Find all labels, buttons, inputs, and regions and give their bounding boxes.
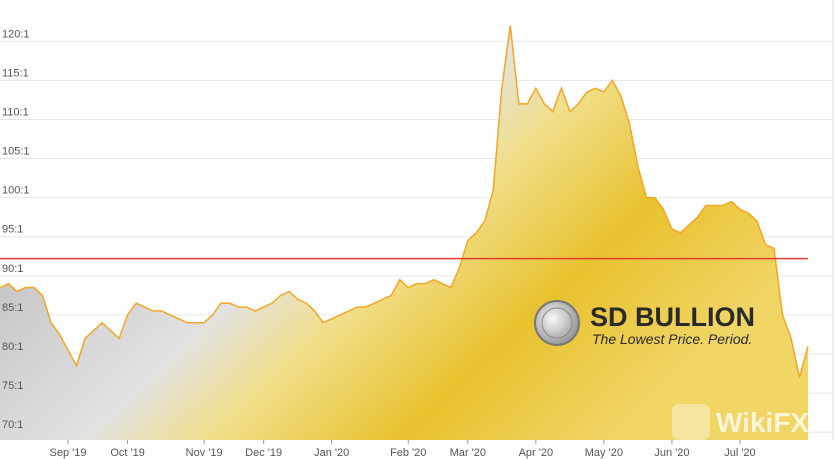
y-tick-label: 120:1	[2, 28, 30, 40]
x-axis: 70:1 75:1 80:1 85:1 90:1 95:1 100:1 105:1 110:1 1…	[2, 28, 756, 459]
x-tick-label: Mar '20	[450, 447, 486, 459]
x-tick-label: Jan '20	[314, 447, 349, 459]
y-tick-label: 90:1	[2, 263, 23, 275]
coin-icon	[534, 300, 580, 346]
y-tick-label: 95:1	[2, 224, 23, 236]
x-tick-label: Nov '19	[186, 447, 223, 459]
plot	[0, 25, 809, 441]
y-tick-label: 70:1	[2, 419, 23, 431]
area-fill	[0, 25, 808, 441]
x-tick-label: Sep '19	[50, 447, 87, 459]
coin-ring	[541, 307, 573, 339]
brand-tagline: The Lowest Price. Period.	[592, 331, 752, 347]
x-tick-label: May '20	[585, 447, 623, 459]
x-tick-label: Feb '20	[390, 447, 426, 459]
y-tick-label: 115:1	[2, 67, 29, 79]
y-tick-label: 100:1	[2, 185, 30, 197]
y-tick-label: 105:1	[2, 146, 30, 158]
wikifx-text: WikiFX	[716, 407, 809, 438]
x-tick-label: Jul '20	[724, 447, 755, 459]
brand-name: SD BULLION	[590, 302, 755, 332]
y-tick-label: 110:1	[2, 106, 29, 118]
x-tick-label: Jun '20	[654, 447, 689, 459]
x-tick-label: Dec '19	[245, 447, 282, 459]
y-tick-label: 75:1	[2, 380, 23, 392]
brand-logo: SD BULLION The Lowest Price. Period.	[534, 300, 755, 347]
line	[0, 25, 809, 378]
x-tick-label: Apr '20	[519, 447, 554, 459]
y-tick-label: 85:1	[2, 302, 23, 314]
wikifx-watermark: WikiFX	[672, 404, 809, 440]
y-tick-label: 80:1	[2, 341, 23, 353]
wikifx-icon	[672, 404, 710, 440]
x-tick-label: Oct '19	[110, 447, 145, 459]
